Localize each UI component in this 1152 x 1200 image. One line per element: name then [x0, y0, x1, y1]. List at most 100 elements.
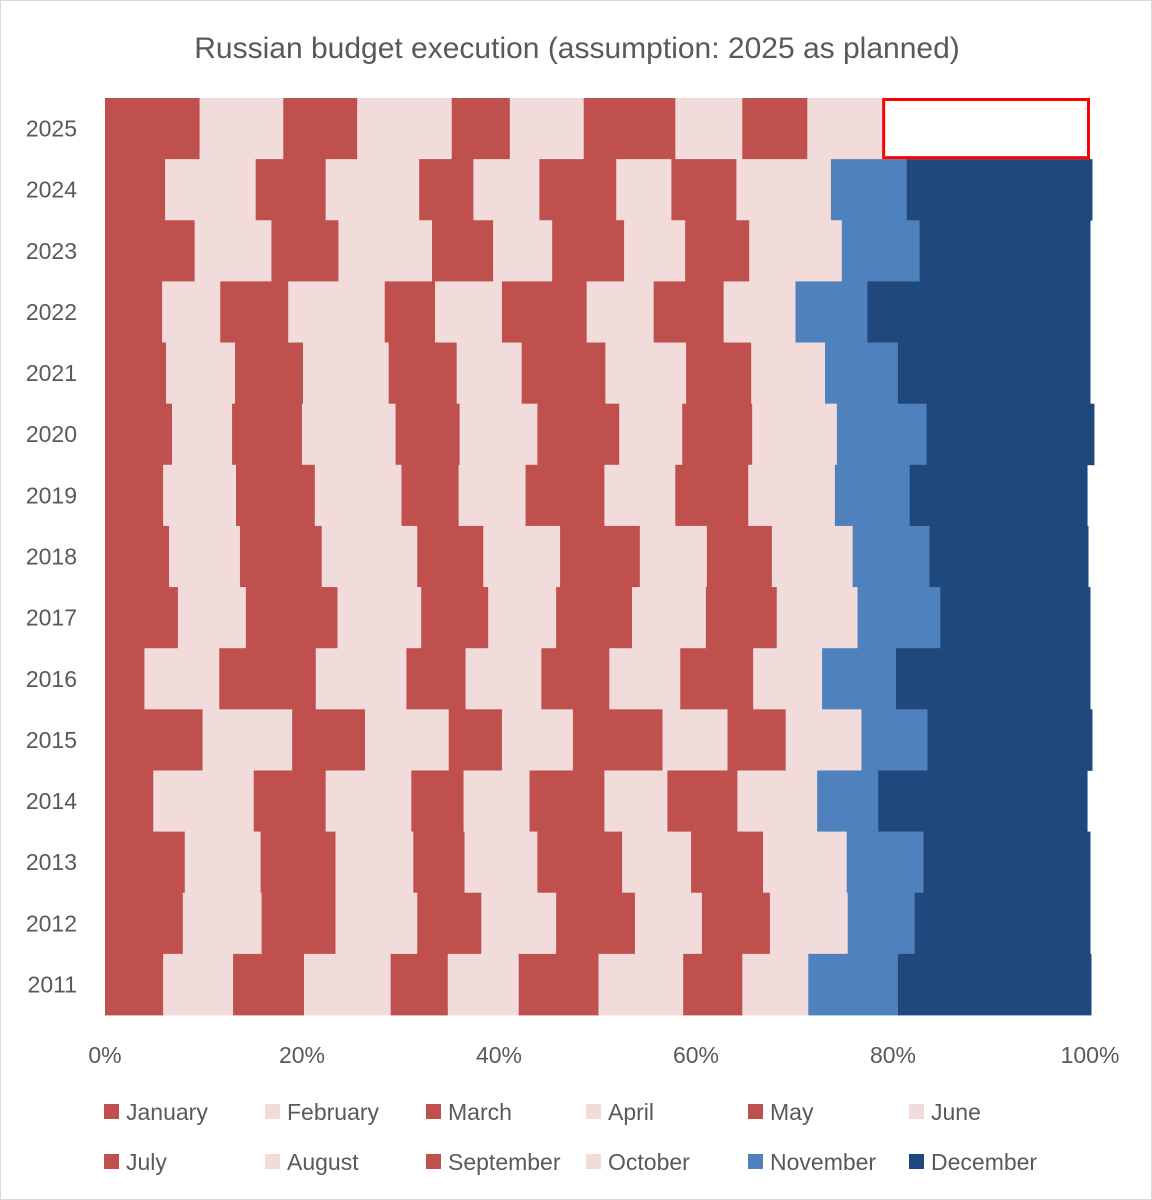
bar-2013-july: [537, 831, 623, 894]
bar-2015-april: [365, 709, 450, 771]
bar-2023-june: [493, 220, 553, 282]
bar-2013-june: [464, 831, 538, 894]
bar-2011-may: [390, 953, 449, 1016]
highlight-box-2025: [882, 98, 1090, 160]
bar-2022-february: [162, 281, 221, 343]
bar-2016-may: [406, 648, 467, 710]
legend-label-january: January: [126, 1099, 208, 1125]
bar-2012-september: [701, 892, 771, 955]
bar-2019-march: [236, 464, 316, 527]
bar-2014-july: [529, 770, 605, 832]
bar-2021-july: [521, 342, 606, 405]
bar-2025-july: [583, 98, 676, 160]
bar-2011-february: [163, 953, 234, 1016]
bar-2016-june: [465, 648, 542, 710]
bar-2017-october: [776, 587, 859, 649]
bar-2022-august: [586, 281, 655, 343]
bar-2015-september: [727, 709, 787, 771]
bar-2018-may: [417, 525, 484, 588]
bar-2015-january: [105, 709, 204, 771]
bar-2020-june: [459, 403, 538, 466]
x-tick-label-100-: 100%: [1061, 1042, 1120, 1068]
bar-2014-august: [604, 770, 668, 832]
y-tick-label-2017: 2017: [26, 605, 77, 631]
bar-2015-november: [861, 709, 928, 771]
bar-2017-june: [488, 587, 557, 649]
bar-2012-november: [847, 892, 916, 955]
bar-2011-march: [233, 953, 305, 1016]
bar-2014-september: [667, 770, 738, 832]
bar-2013-october: [762, 831, 848, 894]
bar-2017-january: [105, 587, 179, 649]
bar-2020-may: [395, 403, 461, 466]
bar-2017-august: [631, 587, 707, 649]
legend-label-march: March: [448, 1099, 512, 1125]
bar-2015-march: [292, 709, 366, 771]
bar-2023-november: [841, 220, 921, 282]
bar-2012-january: [105, 892, 184, 955]
legend-label-february: February: [287, 1099, 380, 1125]
bar-2014-october: [737, 770, 818, 832]
y-tick-label-2024: 2024: [26, 177, 77, 203]
bar-2016-july: [541, 648, 610, 710]
bar-2021-november: [825, 342, 899, 405]
bar-2019-february: [163, 464, 237, 527]
y-tick-label-2012: 2012: [26, 910, 77, 936]
bar-2011-december: [897, 953, 1092, 1016]
bar-2024-september: [671, 159, 737, 221]
legend-swatch-april: [586, 1104, 601, 1119]
bar-2022-march: [220, 281, 289, 343]
bar-2019-december: [909, 464, 1088, 527]
bar-2020-february: [171, 403, 233, 466]
bar-2020-january: [105, 403, 173, 466]
bar-2020-march: [232, 403, 303, 466]
legend-label-october: October: [608, 1149, 690, 1175]
bar-2011-april: [303, 953, 392, 1016]
bar-2021-october: [751, 342, 826, 405]
bar-2019-august: [604, 464, 676, 527]
bar-2022-november: [795, 281, 868, 343]
bar-2020-april: [302, 403, 397, 466]
y-tick-label-2025: 2025: [26, 116, 77, 142]
bar-2020-september: [682, 403, 753, 466]
legend-swatch-july: [104, 1154, 119, 1169]
y-tick-label-2016: 2016: [26, 666, 77, 692]
bar-2022-september: [653, 281, 725, 343]
bar-2020-august: [619, 403, 683, 466]
y-tick-label-2022: 2022: [26, 299, 77, 325]
bar-2024-june: [473, 159, 540, 221]
bar-2012-august: [634, 892, 703, 955]
bars-layer: [105, 98, 1095, 1016]
bar-2016-december: [895, 648, 1091, 710]
bar-2012-december: [914, 892, 1091, 955]
bar-2018-august: [639, 525, 708, 588]
bar-2018-march: [239, 525, 323, 588]
bar-2019-january: [105, 464, 164, 527]
x-tick-label-60-: 60%: [673, 1042, 719, 1068]
bar-2021-may: [388, 342, 458, 405]
bar-2013-april: [335, 831, 414, 894]
legend-swatch-october: [586, 1154, 601, 1169]
bar-2023-january: [105, 220, 196, 282]
bar-2015-october: [785, 709, 862, 771]
x-tick-label-80-: 80%: [870, 1042, 916, 1068]
bar-2014-december: [878, 770, 1088, 832]
bar-2024-july: [539, 159, 617, 221]
bar-2021-january: [105, 342, 167, 405]
x-tick-label-40-: 40%: [476, 1042, 522, 1068]
bar-2011-june: [447, 953, 520, 1016]
bar-2024-april: [325, 159, 420, 221]
bar-2018-july: [560, 525, 641, 588]
y-tick-label-2018: 2018: [26, 544, 77, 570]
bar-2017-may: [421, 587, 489, 649]
y-tick-label-2023: 2023: [26, 238, 77, 264]
bar-2021-december: [897, 342, 1091, 405]
bar-2024-january: [105, 159, 166, 221]
bar-2023-april: [338, 220, 433, 282]
legend-swatch-august: [265, 1154, 280, 1169]
bar-2021-march: [235, 342, 304, 405]
bar-2014-june: [463, 770, 531, 832]
bar-2023-may: [432, 220, 494, 282]
bar-2013-may: [413, 831, 466, 894]
